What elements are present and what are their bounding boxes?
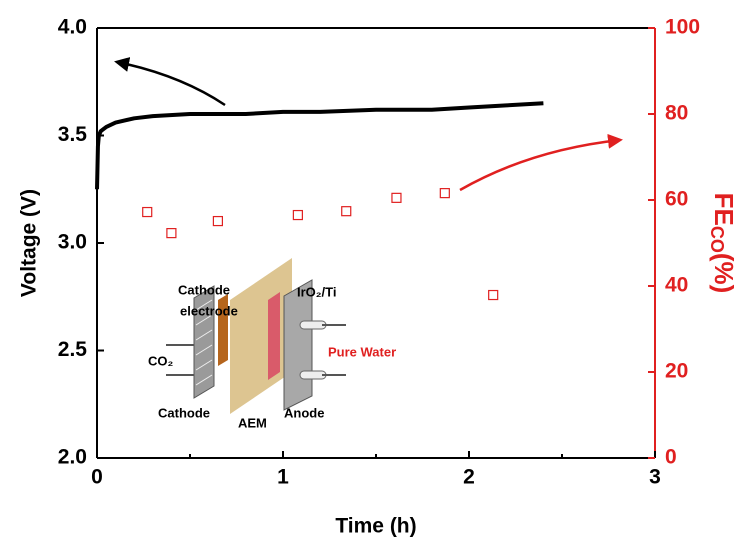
- inset-label: electrode: [180, 303, 238, 318]
- y-tick-label: 2.0: [58, 446, 87, 469]
- inset-label: Cathode: [158, 405, 210, 420]
- y2-tick-label: 60: [665, 188, 688, 211]
- data-point: [341, 206, 352, 217]
- y2-label-sub: CO: [707, 226, 727, 253]
- y-tick-label: 2.5: [58, 338, 88, 361]
- x-axis-label: Time (h): [335, 515, 416, 538]
- y2-label-main: FE: [709, 193, 739, 226]
- inset-label: AEM: [238, 415, 267, 430]
- y2-tick-label: 0: [665, 446, 677, 469]
- data-point: [166, 228, 177, 239]
- y2-axis-label: FECO(%): [707, 193, 739, 294]
- data-line: [95, 101, 544, 190]
- data-point: [292, 209, 303, 221]
- data-point: [142, 206, 153, 218]
- x-tick-label: 2: [463, 466, 475, 489]
- y-tick-label: 3.5: [58, 123, 88, 146]
- x-tick-label: 3: [649, 466, 661, 489]
- inset-labels: Cathode electrode IrO₂/Ti CO₂ Pure Water…: [148, 282, 396, 430]
- inset-label: CO₂: [148, 353, 174, 368]
- data-point: [439, 188, 450, 199]
- annotation-arrow: [459, 133, 623, 192]
- y2-tick-label: 80: [665, 102, 688, 125]
- y-tick-label: 4.0: [58, 16, 87, 39]
- inset-label: IrO₂/Ti: [297, 284, 337, 299]
- y2-tick-label: 20: [665, 360, 688, 383]
- inset-diagram: [166, 258, 346, 414]
- inset-label: Cathode: [178, 282, 230, 297]
- y-tick-label: 3.0: [58, 231, 87, 254]
- inset-label: Anode: [284, 405, 324, 420]
- y-axis-label: Voltage (V): [18, 189, 41, 297]
- x-tick-label: 0: [91, 466, 103, 489]
- y2-tick-label: 40: [665, 274, 688, 297]
- y2-label-suffix: (%): [709, 253, 739, 293]
- data-point: [212, 215, 223, 227]
- inset-label: Pure Water: [328, 344, 396, 359]
- data-point: [391, 192, 402, 203]
- x-tick-label: 1: [277, 466, 289, 489]
- data-point: [488, 289, 499, 301]
- annotation-arrow: [114, 57, 226, 107]
- y2-tick-label: 100: [665, 16, 700, 39]
